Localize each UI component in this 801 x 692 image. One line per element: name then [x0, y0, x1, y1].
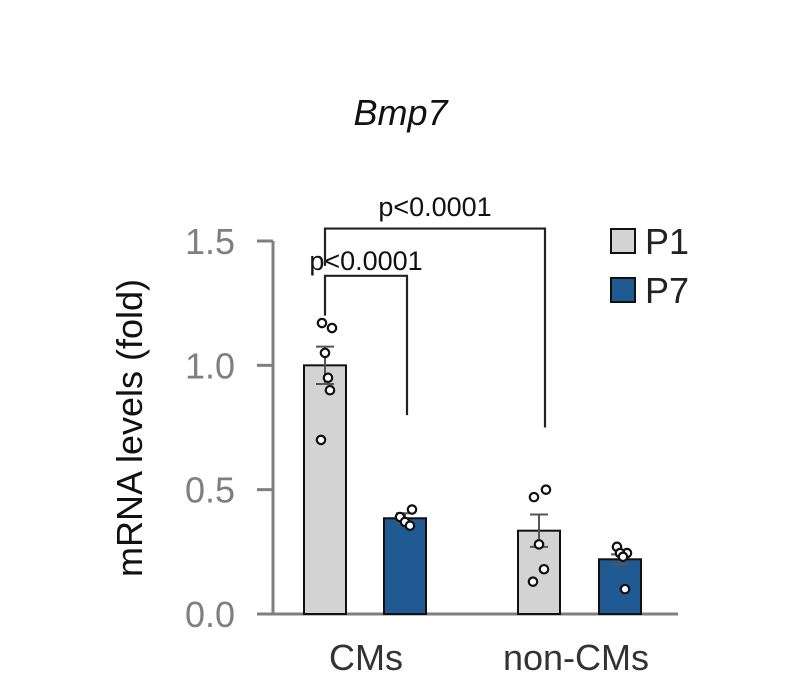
legend-label: P1 — [645, 221, 689, 262]
data-point — [319, 347, 331, 359]
data-point — [324, 384, 336, 396]
chart-title: Bmp7 — [353, 92, 448, 133]
x-tick-label: non-CMs — [503, 637, 649, 678]
data-point — [322, 372, 334, 384]
legend-label: P7 — [645, 270, 689, 311]
data-point — [404, 520, 416, 532]
y-axis-label: mRNA levels (fold) — [109, 279, 150, 577]
data-point — [533, 539, 545, 550]
significance-bracket — [323, 274, 409, 416]
x-tick-label: CMs — [329, 637, 403, 678]
legend-swatch — [610, 277, 636, 303]
data-point — [527, 576, 539, 587]
data-point — [617, 551, 629, 563]
significance-bracket — [323, 227, 547, 428]
y-tick-label: 0.0 — [185, 594, 235, 635]
data-point — [316, 317, 328, 329]
y-tick-label: 0.5 — [185, 470, 235, 511]
significance-label: p<0.0001 — [378, 192, 491, 222]
legend-swatch — [610, 228, 636, 254]
bar — [303, 364, 347, 616]
data-point — [540, 484, 552, 495]
bar — [383, 517, 427, 615]
data-point — [619, 583, 631, 595]
data-point — [406, 504, 418, 515]
y-tick-label: 1.5 — [185, 221, 235, 262]
bar — [598, 558, 642, 615]
data-point — [326, 322, 338, 334]
significance-label: p<0.0001 — [309, 246, 422, 276]
data-point — [538, 563, 550, 575]
data-point — [528, 491, 540, 503]
y-tick-label: 1.0 — [185, 345, 235, 386]
data-point — [315, 434, 327, 446]
